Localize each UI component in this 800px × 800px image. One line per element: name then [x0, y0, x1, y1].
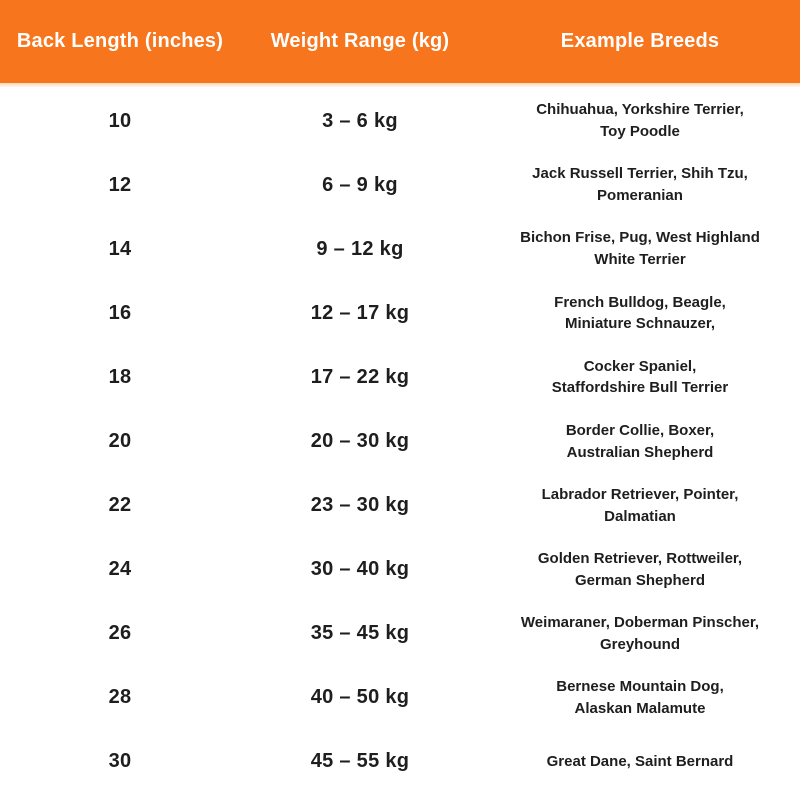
table-row: 26 35 – 45 kg Weimaraner, Doberman Pinsc… [0, 602, 800, 666]
table-row: 16 12 – 17 kg French Bulldog, Beagle, Mi… [0, 281, 800, 345]
back-length-value: 12 [108, 173, 132, 196]
back-length-value: 18 [108, 365, 132, 388]
weight-range-value: 6 – 9 kg [322, 173, 398, 196]
back-length-value: 28 [108, 686, 132, 709]
back-length-value: 16 [108, 301, 132, 324]
example-breeds-value: Jack Russell Terrier, Shih Tzu, Pomerani… [532, 165, 748, 205]
back-length-value: 26 [108, 622, 132, 645]
table-row: 18 17 – 22 kg Cocker Spaniel, Staffordsh… [0, 345, 800, 409]
example-breeds-value: Weimaraner, Doberman Pinscher, Greyhound [520, 614, 760, 653]
table-row: 14 9 – 12 kg Bichon Frise, Pug, West Hig… [0, 217, 800, 281]
weight-range-value: 30 – 40 kg [310, 558, 410, 581]
example-breeds-value: Bichon Frise, Pug, West Highland White T… [520, 229, 760, 269]
example-breeds-value: French Bulldog, Beagle, Miniature Schnau… [554, 293, 726, 333]
weight-range-value: 3 – 6 kg [322, 109, 398, 132]
weight-range-value: 9 – 12 kg [316, 237, 404, 260]
table-row: 12 6 – 9 kg Jack Russell Terrier, Shih T… [0, 153, 800, 217]
weight-range-value: 12 – 17 kg [310, 301, 410, 324]
table-body: 10 3 – 6 kg Chihuahua, Yorkshire Terrier… [0, 87, 800, 800]
weight-range-value: 20 – 30 kg [310, 430, 410, 453]
table-row: 10 3 – 6 kg Chihuahua, Yorkshire Terrier… [0, 89, 800, 153]
table-row: 24 30 – 40 kg Golden Retriever, Rottweil… [0, 538, 800, 602]
example-breeds-value: Bernese Mountain Dog, Alaskan Malamute [556, 678, 724, 717]
table-row: 30 45 – 55 kg Great Dane, Saint Bernard [0, 730, 800, 794]
weight-range-value: 23 – 30 kg [310, 494, 410, 517]
weight-range-value: 40 – 50 kg [310, 686, 410, 709]
header-bottom-edge [0, 83, 800, 87]
back-length-value: 10 [108, 109, 132, 132]
weight-range-value: 35 – 45 kg [310, 622, 410, 645]
column-header-weight-range: Weight Range (kg) [270, 30, 450, 52]
table-header-row: Back Length (inches) Weight Range (kg) E… [0, 0, 800, 83]
example-breeds-value: Cocker Spaniel, Staffordshire Bull Terri… [551, 357, 729, 397]
back-length-value: 24 [108, 558, 132, 581]
back-length-value: 20 [108, 430, 132, 453]
back-length-value: 22 [108, 494, 132, 517]
example-breeds-value: Labrador Retriever, Pointer, Dalmatian [541, 485, 739, 525]
example-breeds-value: Chihuahua, Yorkshire Terrier, Toy Poodle [536, 101, 744, 141]
back-length-value: 14 [108, 237, 132, 260]
weight-range-value: 17 – 22 kg [310, 365, 410, 388]
back-length-value: 30 [108, 750, 132, 773]
example-breeds-value: Great Dane, Saint Bernard [546, 753, 734, 771]
example-breeds-value: Border Collie, Boxer, Australian Shepher… [565, 421, 715, 461]
table-row: 28 40 – 50 kg Bernese Mountain Dog, Alas… [0, 666, 800, 730]
column-header-back-length: Back Length (inches) [16, 30, 224, 52]
table-row: 20 20 – 30 kg Border Collie, Boxer, Aust… [0, 409, 800, 473]
weight-range-value: 45 – 55 kg [310, 750, 410, 773]
column-header-example-breeds: Example Breeds [560, 30, 720, 52]
example-breeds-value: Golden Retriever, Rottweiler, German She… [537, 549, 743, 589]
table-row: 22 23 – 30 kg Labrador Retriever, Pointe… [0, 474, 800, 538]
